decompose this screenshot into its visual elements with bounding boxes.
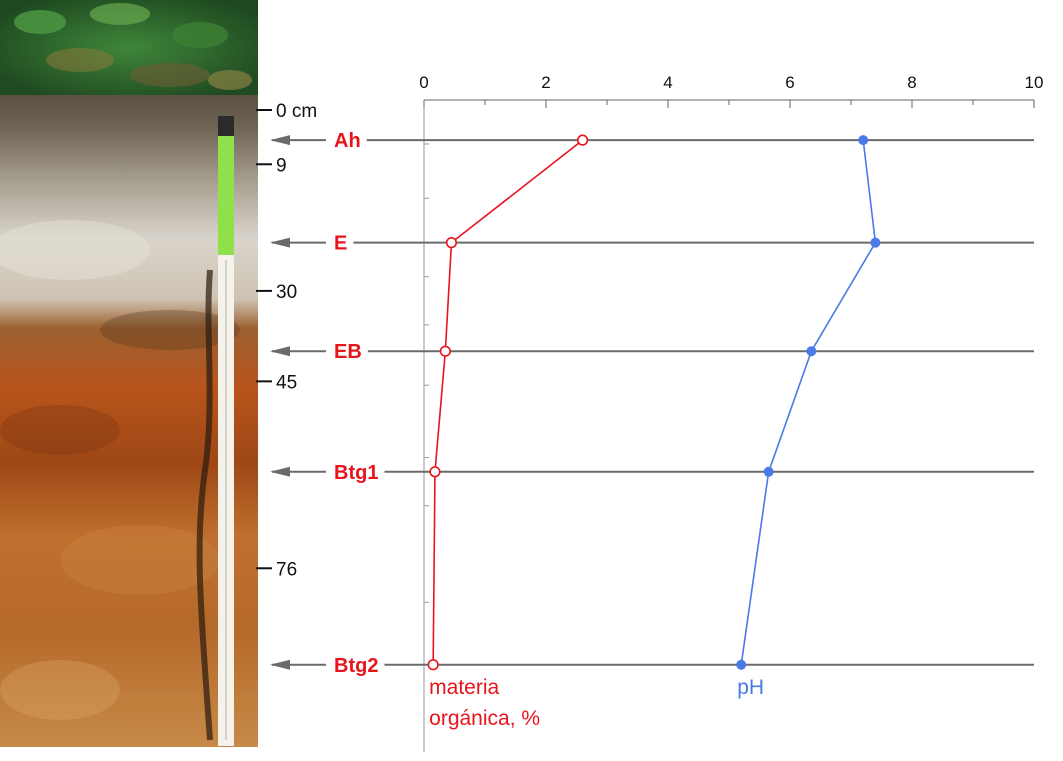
series-label: materia (429, 676, 499, 699)
horizon-label: Btg1 (334, 462, 378, 484)
depth-label: 9 (276, 155, 287, 176)
series-point (445, 237, 458, 249)
x-axis: 0 2 4 6 8 10 (419, 73, 1043, 752)
depth-label: 45 (276, 372, 297, 393)
horizon-arrow-head (270, 466, 290, 477)
horizon-guide-lines (270, 135, 1034, 670)
chart-area: 0 2 4 6 8 10 Ah E EB Btg1 Btg2 materia orgánica, %… (270, 73, 1043, 752)
series-label: orgánica, % (429, 707, 540, 730)
series-point (576, 134, 589, 146)
series-line (740, 140, 877, 665)
series-point (763, 466, 774, 477)
horizon-label: Ah (334, 130, 361, 152)
series-labels: materia orgánica, % pH (429, 676, 764, 730)
series-point (858, 135, 869, 146)
series-point (736, 659, 747, 670)
depth-axis: 0 cm 9 30 45 76 (256, 101, 317, 580)
series-line (432, 139, 584, 665)
horizon-label: EB (334, 341, 362, 363)
series-layer (427, 134, 881, 671)
x-tick-label: 6 (785, 73, 794, 92)
series-label: pH (737, 676, 764, 699)
depth-label: 0 cm (276, 101, 317, 122)
horizon-label: E (334, 233, 347, 255)
x-tick-label: 4 (663, 73, 672, 92)
horizon-arrow-head (270, 346, 290, 357)
horizon-label: Btg2 (334, 655, 378, 677)
horizon-arrow-head (270, 237, 290, 248)
series-point (806, 346, 817, 357)
series-point (439, 345, 451, 357)
series-point (870, 237, 881, 248)
horizon-arrow-head (270, 659, 290, 670)
series-point (427, 659, 439, 671)
x-tick-label: 10 (1025, 73, 1044, 92)
depth-label: 30 (276, 282, 297, 303)
x-tick-label: 8 (907, 73, 916, 92)
depth-label: 76 (276, 559, 297, 580)
soil-profile-photo (0, 0, 258, 747)
x-tick-label: 0 (419, 73, 428, 92)
horizon-arrow-head (270, 135, 290, 146)
series-point (429, 466, 441, 478)
horizon-labels: Ah E EB Btg1 Btg2 (334, 130, 378, 677)
x-tick-label: 2 (541, 73, 550, 92)
